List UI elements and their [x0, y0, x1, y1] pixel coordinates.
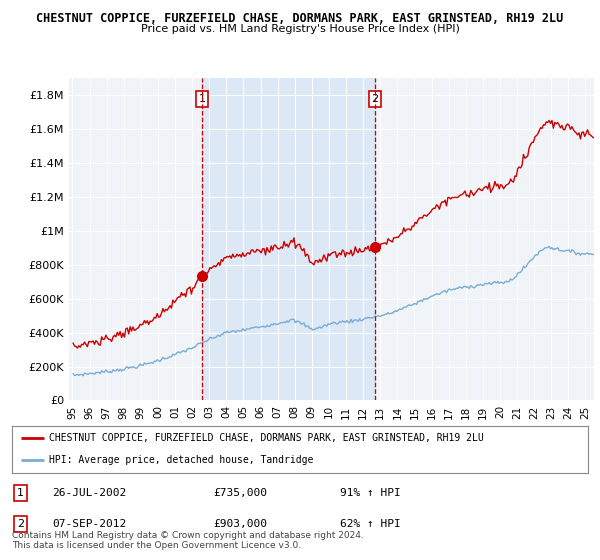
Text: HPI: Average price, detached house, Tandridge: HPI: Average price, detached house, Tand… — [49, 455, 314, 465]
Text: 62% ↑ HPI: 62% ↑ HPI — [340, 519, 401, 529]
Text: 91% ↑ HPI: 91% ↑ HPI — [340, 488, 401, 498]
Text: £735,000: £735,000 — [214, 488, 268, 498]
Text: 2: 2 — [17, 519, 24, 529]
Bar — [202, 78, 375, 400]
Text: CHESTNUT COPPICE, FURZEFIELD CHASE, DORMANS PARK, EAST GRINSTEAD, RH19 2LU: CHESTNUT COPPICE, FURZEFIELD CHASE, DORM… — [49, 433, 484, 444]
Text: 26-JUL-2002: 26-JUL-2002 — [52, 488, 127, 498]
Text: 2: 2 — [371, 94, 379, 104]
Text: 1: 1 — [199, 94, 206, 104]
Text: 1: 1 — [17, 488, 24, 498]
Text: CHESTNUT COPPICE, FURZEFIELD CHASE, DORMANS PARK, EAST GRINSTEAD, RH19 2LU: CHESTNUT COPPICE, FURZEFIELD CHASE, DORM… — [37, 12, 563, 25]
Text: 07-SEP-2012: 07-SEP-2012 — [52, 519, 127, 529]
Text: £903,000: £903,000 — [214, 519, 268, 529]
Text: Price paid vs. HM Land Registry's House Price Index (HPI): Price paid vs. HM Land Registry's House … — [140, 24, 460, 34]
Text: Contains HM Land Registry data © Crown copyright and database right 2024.
This d: Contains HM Land Registry data © Crown c… — [12, 530, 364, 550]
